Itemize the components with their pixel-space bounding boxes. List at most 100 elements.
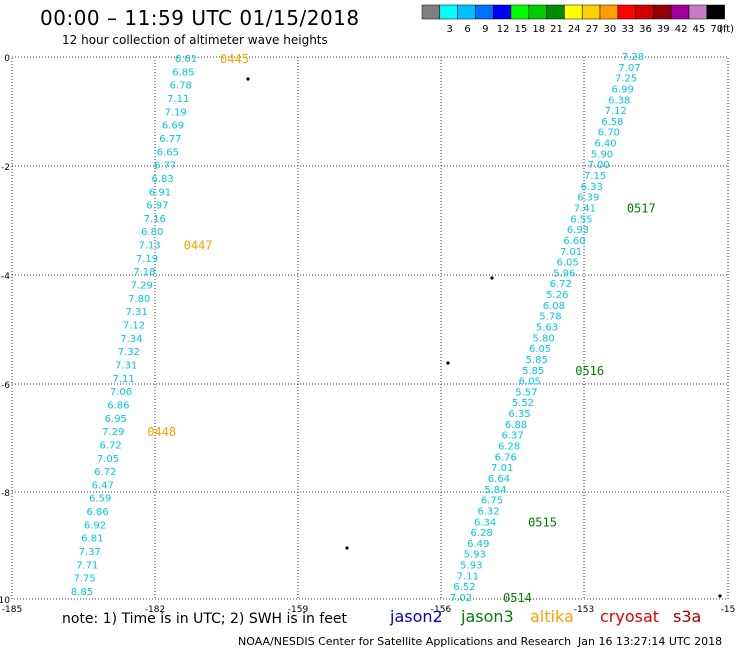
wave-height-value: 5.84	[484, 485, 506, 496]
wave-height-value: 6.58	[601, 117, 623, 128]
wave-height-value: 6.72	[94, 467, 116, 478]
wave-height-value: 6.40	[594, 139, 616, 150]
wave-height-value: 6.38	[608, 95, 630, 106]
wave-height-value: 7.13	[138, 241, 160, 252]
wave-height-value: 6.72	[550, 279, 572, 290]
wave-height-value: 6.69	[162, 121, 184, 132]
wave-height-value: 6.28	[471, 528, 493, 539]
y-tick-label: -2	[1, 163, 10, 173]
wave-height-value: 6.59	[89, 494, 111, 505]
wave-height-value: 7.75	[73, 574, 95, 585]
x-tick-label: -182	[145, 605, 165, 615]
wave-height-value: 7.11	[457, 571, 479, 582]
wave-height-value: 6.86	[107, 400, 129, 411]
wave-height-value: 7.29	[102, 427, 124, 438]
wave-height-value: 7.01	[491, 463, 513, 474]
pass-time-label: 0445	[220, 52, 249, 66]
y-tick-label: -8	[1, 489, 10, 499]
wave-height-value: 7.31	[115, 360, 137, 371]
map-frame	[11, 56, 729, 600]
wave-height-value: 6.28	[498, 442, 520, 453]
footer-note: note: 1) Time is in UTC; 2) SWH is in fe…	[62, 611, 348, 627]
wave-height-value: 6.35	[508, 409, 530, 420]
color-scale-legend: 3 6 9 12 15 18 21 24 27 30 33 36 39 42 45 70(ft)	[421, 4, 734, 35]
wave-height-value: 6.34	[474, 517, 496, 528]
wave-height-value: 7.31	[125, 307, 147, 318]
legend-label: 15	[515, 24, 528, 35]
wave-height-value: 6.77	[159, 134, 181, 145]
wave-height-value: 5.78	[539, 312, 561, 323]
legend-label: 18	[532, 24, 545, 35]
y-tick-label: -4	[1, 272, 10, 282]
wave-height-value: 5.52	[512, 398, 534, 409]
wave-height-value: 6.99	[612, 84, 634, 95]
wave-height-value: 6.77	[154, 161, 176, 172]
wave-height-value: 7.19	[164, 107, 186, 118]
map-subtitle: 12 hour collection of altimeter wave hei…	[62, 33, 328, 47]
wave-height-value: 6.08	[543, 301, 565, 312]
satellite-legend-jason2: jason2	[390, 607, 443, 626]
footer-credit: NOAA/NESDIS Center for Satellite Applica…	[238, 635, 572, 648]
satellite-legend-altika: altika	[530, 607, 574, 626]
wave-height-value: 7.18	[133, 267, 155, 278]
wave-height-value: 6.05	[529, 344, 551, 355]
wave-height-value: 7.41	[574, 203, 596, 214]
wave-height-value: 6.70	[598, 128, 620, 139]
wave-height-value: 7.16	[144, 214, 166, 225]
wave-height-value: 6.61	[175, 54, 197, 65]
satellite-legend-jason3: jason3	[461, 607, 514, 626]
wave-height-value: 7.11	[167, 94, 189, 105]
wave-height-value: 6.47	[92, 480, 114, 491]
wave-height-value: 7.07	[618, 63, 640, 74]
wave-height-value: 6.86	[86, 507, 108, 518]
wave-height-value: 7.01	[560, 247, 582, 258]
wave-height-value: 6.81	[81, 534, 103, 545]
wave-height-value: 7.80	[128, 294, 150, 305]
wave-height-value: 6.33	[581, 182, 603, 193]
x-tick-label: -153	[574, 605, 594, 615]
wave-height-value: 7.19	[136, 254, 158, 265]
legend-label: 30	[604, 24, 617, 35]
wave-height-value: 6.92	[84, 520, 106, 531]
wave-height-value: 7.00	[587, 160, 609, 171]
legend-label: 12	[497, 24, 510, 35]
wave-height-value: 5.80	[532, 333, 554, 344]
wave-height-value: 7.71	[76, 560, 98, 571]
wave-height-value: 5.26	[546, 290, 568, 301]
y-tick-label: 0	[4, 54, 10, 64]
wave-height-value: 6.64	[488, 474, 510, 485]
legend-swatch	[706, 4, 725, 20]
legend-unit-label: (ft)	[719, 24, 734, 35]
wave-height-value: 6.05	[519, 377, 541, 388]
wave-height-value: 6.49	[467, 539, 489, 550]
wave-height-value: 6.95	[105, 414, 127, 425]
wave-height-value: 8.85	[71, 587, 93, 598]
wave-height-value: 6.93	[567, 225, 589, 236]
pass-time-label: 0448	[147, 425, 176, 439]
legend-label: 42	[675, 24, 688, 35]
wave-height-value: 5.63	[536, 323, 558, 334]
wave-height-value: 5.85	[522, 366, 544, 377]
island-marker	[446, 361, 450, 365]
legend-label: 9	[482, 24, 488, 35]
x-tick-label: -15	[721, 605, 736, 615]
wave-height-value: 6.85	[172, 67, 194, 78]
legend-label: 27	[586, 24, 599, 35]
island-marker	[246, 77, 250, 81]
wave-height-value: 7.11	[112, 374, 134, 385]
wave-height-value: 5.85	[526, 355, 548, 366]
x-tick-label: -159	[288, 605, 309, 615]
wave-height-value: 6.55	[570, 214, 592, 225]
legend-label: 36	[639, 24, 652, 35]
wave-height-value: 6.39	[577, 193, 599, 204]
legend-label: 24	[568, 24, 581, 35]
wave-height-value: 7.37	[79, 547, 101, 558]
wave-height-value: 7.28	[622, 52, 644, 63]
wave-height-value: 7.12	[123, 321, 145, 332]
wave-height-value: 5.90	[591, 149, 613, 160]
wave-height-value: 7.25	[615, 74, 637, 85]
legend-label: 6	[464, 24, 470, 35]
wave-height-value: 7.32	[118, 347, 140, 358]
wave-height-value: 5.96	[553, 268, 575, 279]
